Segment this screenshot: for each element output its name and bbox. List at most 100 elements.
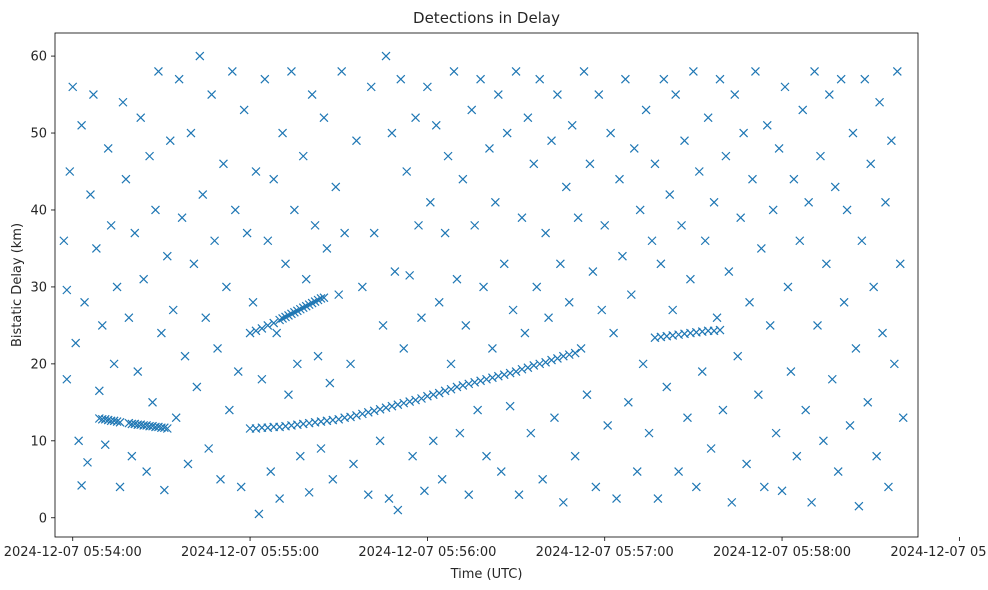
data-point-x-marker [278, 128, 287, 138]
data-point-x-marker [142, 467, 152, 477]
data-point-x-marker [452, 274, 462, 284]
data-point-x-marker [390, 267, 400, 276]
data-point-x-marker [346, 359, 355, 369]
data-point-x-marker [564, 350, 574, 360]
data-point-x-marker [482, 451, 491, 461]
data-point-x-marker [553, 354, 562, 363]
data-point-x-marker [422, 391, 432, 401]
data-point-x-marker [618, 251, 627, 261]
data-point-x-marker [748, 174, 757, 184]
data-point-x-marker [458, 174, 468, 184]
data-point-x-marker [836, 74, 846, 84]
data-point-x-marker [739, 128, 749, 138]
data-point-x-marker [671, 90, 681, 99]
data-point-x-marker [213, 344, 222, 353]
data-point-x-marker [807, 497, 817, 507]
data-point-x-marker [165, 136, 175, 146]
data-point-x-marker [496, 467, 506, 477]
data-point-x-marker [159, 485, 169, 495]
data-point-x-marker [349, 459, 358, 469]
data-point-x-marker [186, 128, 196, 138]
data-point-x-marker [736, 213, 746, 223]
data-point-x-marker [721, 151, 731, 161]
data-point-x-marker [154, 67, 163, 76]
data-point-x-marker [109, 359, 119, 369]
data-point-x-marker [561, 182, 571, 192]
data-point-x-marker [399, 398, 409, 408]
data-point-x-marker [824, 90, 834, 99]
data-point-x-marker [363, 490, 373, 500]
data-point-x-marker [686, 274, 695, 284]
data-point-x-marker [759, 482, 769, 492]
data-point-x-marker [201, 313, 211, 323]
data-point-x-marker [139, 274, 149, 284]
data-point-x-marker [674, 467, 684, 477]
data-point-x-marker [816, 151, 825, 161]
data-point-x-marker [393, 505, 403, 515]
data-point-x-marker [269, 174, 279, 184]
y-tick-label: 60 [30, 50, 47, 65]
data-point-x-marker [476, 376, 486, 386]
data-point-x-marker [641, 105, 651, 115]
data-point-x-marker [777, 486, 787, 496]
plot-area [55, 33, 918, 537]
data-point-x-marker [564, 297, 574, 307]
x-axis-title: Time (UTC) [450, 567, 523, 582]
data-point-x-marker [482, 374, 491, 384]
data-point-x-marker [582, 390, 592, 400]
y-tick-label: 20 [30, 357, 47, 372]
data-point-x-marker [289, 205, 299, 215]
data-point-x-marker [399, 344, 409, 353]
data-point-x-marker [620, 74, 630, 84]
data-point-x-marker [405, 270, 415, 280]
data-point-x-marker [724, 267, 734, 276]
data-point-x-marker [703, 113, 713, 123]
data-point-x-marker [765, 320, 775, 330]
data-point-x-marker [458, 380, 468, 390]
data-point-x-marker [411, 395, 420, 405]
data-point-x-marker [869, 282, 879, 292]
data-point-x-marker [115, 417, 125, 427]
x-tick-label: 2024-12-07 05:57:00 [536, 545, 674, 560]
data-point-x-marker [745, 297, 754, 307]
data-point-x-marker [535, 74, 545, 84]
data-point-x-marker [86, 190, 95, 200]
data-point-x-marker [221, 282, 231, 292]
data-point-x-marker [133, 367, 143, 376]
data-point-x-marker [127, 451, 137, 461]
data-point-x-marker [408, 451, 418, 461]
x-tick-label: 2024-12-07 05:55:00 [181, 545, 319, 560]
data-point-x-marker [183, 459, 193, 469]
data-point-x-marker [718, 405, 728, 415]
data-point-x-marker [112, 417, 122, 427]
data-point-x-marker [591, 482, 601, 492]
data-point-x-marker [898, 413, 908, 423]
data-point-x-marker [860, 74, 870, 84]
data-point-x-marker [810, 67, 819, 76]
data-point-x-marker [369, 228, 379, 238]
data-point-x-marker [174, 74, 184, 84]
data-point-x-marker [487, 373, 497, 383]
data-point-x-marker [523, 113, 533, 123]
data-point-x-marker [668, 305, 678, 315]
data-point-x-marker [505, 368, 515, 378]
data-point-x-marker [801, 405, 811, 415]
data-point-x-marker [520, 328, 530, 338]
data-point-x-marker [774, 143, 784, 153]
data-point-x-marker [511, 367, 521, 376]
data-point-x-marker [325, 378, 335, 388]
data-point-x-marker [600, 220, 610, 230]
data-point-x-marker [387, 128, 397, 138]
data-point-x-marker [700, 236, 710, 246]
data-point-x-marker [381, 403, 391, 413]
data-point-x-marker [198, 190, 208, 200]
data-point-x-marker [59, 236, 69, 246]
data-point-x-marker [541, 357, 551, 367]
data-point-x-marker [813, 320, 822, 330]
data-point-x-marker [100, 414, 110, 424]
data-point-x-marker [121, 174, 131, 184]
data-point-x-marker [287, 67, 296, 76]
data-point-x-marker [112, 282, 122, 292]
data-point-x-marker [795, 236, 805, 246]
y-axis: 0 10 20 30 40 50 60 [30, 50, 55, 526]
